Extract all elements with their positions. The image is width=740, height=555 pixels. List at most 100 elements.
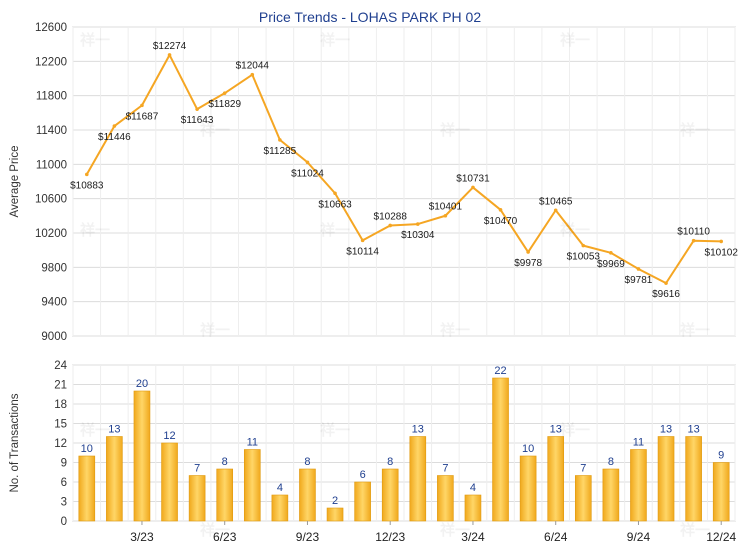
price-data-label: $11024 xyxy=(291,168,324,179)
watermark-text: 祥一 xyxy=(80,421,110,439)
price-point xyxy=(498,208,503,212)
price-point xyxy=(333,191,337,196)
price-data-label: $12274 xyxy=(153,41,187,52)
price-data-label: $10053 xyxy=(567,252,601,263)
transaction-bar xyxy=(409,436,427,522)
transaction-data-label: 9 xyxy=(718,450,724,462)
transaction-bar xyxy=(326,507,344,522)
price-point xyxy=(609,251,613,255)
price-point xyxy=(250,72,255,77)
price-data-label: $10304 xyxy=(401,230,435,241)
transaction-bar xyxy=(299,468,316,522)
y-tick-label: 9800 xyxy=(41,262,67,274)
y-tick-label: 11800 xyxy=(36,91,67,103)
transaction-bar xyxy=(271,494,289,522)
y-axis-label: No. of Transactions xyxy=(9,393,21,492)
price-data-label: $10114 xyxy=(346,246,379,257)
transaction-bar xyxy=(685,436,702,522)
transaction-bar xyxy=(574,475,592,522)
price-point xyxy=(84,172,89,177)
price-data-label: $9969 xyxy=(597,259,625,270)
y-tick-label: 0 xyxy=(61,516,67,528)
price-data-label: $9978 xyxy=(514,258,542,269)
transaction-bar xyxy=(161,442,178,522)
price-data-label: $11687 xyxy=(126,111,159,122)
watermark-text: 祥一 xyxy=(320,421,350,439)
watermark-text: 祥一 xyxy=(440,321,470,339)
transaction-bar xyxy=(133,390,151,522)
transaction-data-label: 4 xyxy=(277,482,283,494)
watermark-text: 祥一 xyxy=(680,321,710,339)
watermark-text: 祥一 xyxy=(320,31,350,49)
transaction-bar xyxy=(243,449,261,522)
x-tick-label: 9/23 xyxy=(296,530,320,544)
price-point xyxy=(195,107,199,111)
y-tick-label: 12600 xyxy=(35,22,67,34)
transaction-data-label: 8 xyxy=(387,456,393,468)
chart-title: Price Trends - LOHAS PARK PH 02 xyxy=(259,9,481,25)
x-tick-label: 3/24 xyxy=(461,530,485,544)
transaction-data-label: 13 xyxy=(688,424,700,436)
price-data-label: $10110 xyxy=(677,227,710,238)
transaction-bar xyxy=(381,468,399,522)
price-point xyxy=(471,185,475,190)
price-data-label: $10663 xyxy=(318,199,352,210)
transaction-data-label: 2 xyxy=(332,495,338,507)
price-point xyxy=(278,138,282,142)
transaction-data-label: 13 xyxy=(108,424,120,436)
transaction-data-label: 7 xyxy=(580,463,586,475)
transaction-data-label: 13 xyxy=(660,424,672,436)
y-tick-label: 10600 xyxy=(35,194,67,206)
transaction-bar xyxy=(547,436,565,522)
transaction-data-label: 7 xyxy=(442,463,448,475)
transaction-data-label: 7 xyxy=(194,463,200,475)
transaction-bar xyxy=(216,468,234,522)
watermark-text: 祥一 xyxy=(320,221,350,239)
x-tick-label: 6/24 xyxy=(544,530,568,544)
y-tick-label: 21 xyxy=(54,380,67,392)
price-data-label: $10465 xyxy=(539,196,573,207)
transaction-data-label: 8 xyxy=(304,456,310,468)
price-point xyxy=(360,238,365,243)
price-point xyxy=(664,281,668,285)
transaction-bar xyxy=(106,436,123,522)
price-data-label: $11446 xyxy=(98,132,131,143)
transaction-data-label: 20 xyxy=(136,378,148,390)
watermark-text: 祥一 xyxy=(560,421,590,439)
transaction-data-label: 13 xyxy=(412,424,424,436)
price-point xyxy=(581,243,586,248)
watermark-text: 祥一 xyxy=(200,121,230,139)
price-data-label: $10883 xyxy=(70,180,104,191)
transaction-data-label: 10 xyxy=(81,443,93,455)
transaction-data-label: 4 xyxy=(470,482,476,494)
y-tick-label: 9 xyxy=(61,458,67,470)
price-data-label: $11285 xyxy=(264,146,297,157)
price-point xyxy=(305,160,310,165)
price-point xyxy=(719,239,724,244)
transaction-bar xyxy=(188,475,206,522)
watermark-text: 祥一 xyxy=(200,521,230,539)
transaction-data-label: 8 xyxy=(608,456,614,468)
transaction-bar xyxy=(657,436,675,522)
transaction-bar xyxy=(464,494,482,522)
x-tick-label: 12/24 xyxy=(706,530,736,544)
watermark-text: 祥一 xyxy=(440,521,470,539)
x-tick-label: 6/23 xyxy=(213,530,237,544)
price-point xyxy=(526,250,530,254)
transaction-data-label: 11 xyxy=(633,437,644,449)
price-point xyxy=(636,267,641,271)
price-point xyxy=(388,223,393,228)
y-tick-label: 15 xyxy=(54,419,67,431)
price-data-label: $9616 xyxy=(652,289,680,300)
price-point xyxy=(112,124,117,128)
price-point xyxy=(691,238,696,243)
transaction-bar xyxy=(78,455,96,522)
transaction-bar xyxy=(602,468,620,522)
y-tick-label: 12200 xyxy=(35,56,67,68)
transaction-bar xyxy=(712,462,730,522)
price-point xyxy=(167,53,172,57)
price-data-label: $10102 xyxy=(705,247,739,258)
